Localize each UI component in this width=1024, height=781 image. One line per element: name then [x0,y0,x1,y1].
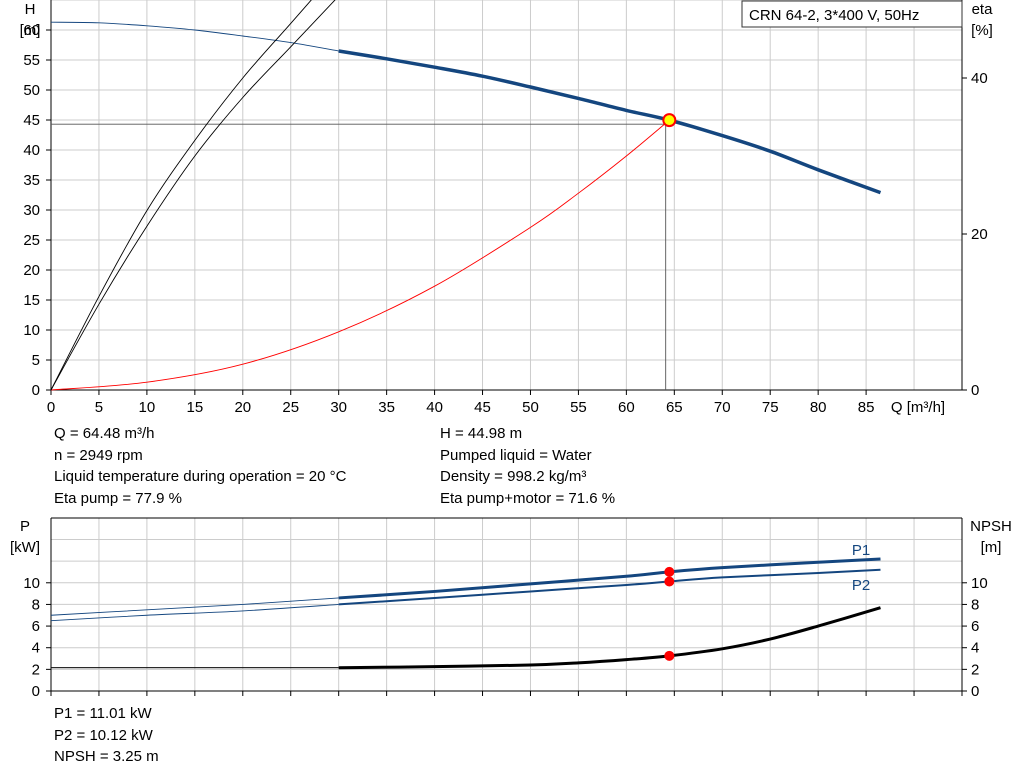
p1-curve-thin [50,597,339,616]
npsh-value: NPSH = 3.25 m [54,748,159,765]
bottom-markers [664,566,675,661]
head-tick-label: 20 [23,262,40,279]
p2-value: P2 = 10.12 kW [54,726,153,744]
p1-value: P1 = 11.01 kW [54,705,152,722]
npsh-axis-label: NPSH [970,518,1012,535]
x-tick-label: 30 [330,399,347,416]
eta-axis-unit: [%] [971,22,993,39]
head-tick-label: 30 [23,202,40,219]
head-tick-label: 10 [23,322,40,339]
eta-pump-value: Eta pump = 77.9 % [54,489,182,507]
x-tick-label: 70 [714,399,731,416]
npsh-tick-label: 8 [971,596,979,613]
npsh-tick-label: 0 [971,683,979,700]
operating-info-left: Q = 64.48 m³/h n = 2949 rpm Liquid tempe… [54,423,346,509]
flow-axis-label: Q [m³/h] [891,399,945,416]
power-axis-unit: [kW] [10,539,40,556]
speed-value: n = 2949 rpm [54,446,143,464]
npsh-curve [338,606,881,670]
head-tick-label: 60 [23,22,40,39]
head-axis-unit: [m] [20,22,41,39]
power-tick-label: 4 [32,640,40,657]
x-tick-label: 65 [666,399,683,416]
power-tick-label: 8 [32,596,40,613]
x-tick-label: 5 [95,399,103,416]
head-tick-label: 25 [23,232,40,249]
head-axis-label: H [25,1,36,18]
head-tick-label: 50 [23,82,40,99]
liquid-temperature-value: Liquid temperature during operation = 20… [54,468,347,485]
operating-point-marker [664,566,675,577]
head-tick-label: 40 [23,142,40,159]
x-tick-label: 25 [282,399,299,416]
x-tick-label: 85 [858,399,875,416]
top-tick-labels: 0 5 10 15 20 25 30 35 40 45 50 55 60 65 70 75 80 85 0 5 10 15… [23,22,988,416]
head-curve [338,49,882,195]
operating-point-marker [664,650,675,661]
x-tick-label: 60 [618,399,635,416]
p2-curve-thin [50,603,339,622]
npsh-tick-label: 4 [971,640,979,657]
head-tick-label: 5 [32,352,40,369]
eta-pump-curve-thin [50,0,312,391]
x-tick-label: 15 [186,399,203,416]
head-tick-label: 0 [32,382,40,399]
power-tick-label: 2 [32,661,40,678]
power-tick-label: 0 [32,683,40,700]
x-tick-label: 0 [47,399,55,416]
head-curve-thin [50,21,339,52]
head-tick-label: 45 [23,112,40,129]
power-tick-label: 6 [32,618,40,635]
npsh-tick-label: 10 [971,575,988,592]
head-tick-label: 55 [23,52,40,69]
x-tick-label: 75 [762,399,779,416]
head-value: H = 44.98 m [440,425,523,442]
head-tick-label: 35 [23,172,40,189]
bottom-axes [46,517,967,696]
eta-tick-label: 40 [971,70,988,87]
x-tick-label: 20 [234,399,251,416]
bottom-series [50,557,881,670]
duty-point-marker [662,113,677,128]
system-curve-thin [50,119,670,391]
eta-pump-motor-value: Eta pump+motor = 71.6 % [440,489,616,507]
x-tick-label: 80 [810,399,827,416]
chart-title: CRN 64-2, 3*400 V, 50Hz [749,7,919,24]
x-tick-label: 50 [522,399,539,416]
density-value: Density = 998.2 kg/m³ [440,468,587,485]
power-info: P1 = 11.01 kW P2 = 10.12 kW NPSH = 3.25 … [54,703,159,768]
p2-series-label: P2 [852,577,870,594]
top-series [50,0,882,391]
top-markers [662,113,677,128]
top-grid [51,0,962,390]
chart-title-box [741,0,963,28]
top-axes [46,0,967,395]
operating-info-right: H = 44.98 m Pumped liquid = Water Densit… [440,423,615,509]
p1-series-label: P1 [852,542,870,559]
npsh-tick-label: 6 [971,618,979,635]
eta-tick-label: 0 [971,382,979,399]
pumped-liquid-value: Pumped liquid = Water [440,446,592,464]
npsh-tick-label: 2 [971,661,979,678]
p1-curve [338,557,881,600]
p2-curve [338,568,881,606]
x-tick-label: 40 [426,399,443,416]
npsh-axis-unit: [m] [981,539,1002,556]
eta-tick-label: 20 [971,226,988,243]
x-tick-label: 55 [570,399,587,416]
flow-value: Q = 64.48 m³/h [54,425,155,442]
power-tick-label: 10 [23,575,40,592]
x-tick-label: 10 [139,399,156,416]
power-npsh-plot: 0 0 2 2 4 4 6 6 8 8 10 10 P [kW] NPSH [m] P1 P2 [10,517,1012,700]
eta-axis-label: eta [972,1,994,18]
head-efficiency-plot: 0 5 10 15 20 25 30 35 40 45 50 55 60 65 70 75 80 85 0 5 10 15… [20,0,994,416]
power-axis-label: P [20,518,30,535]
eta-pump-motor-curve-thin [50,0,336,391]
bottom-tick-labels: 0 0 2 2 4 4 6 6 8 8 10 10 [23,575,987,700]
x-tick-label: 35 [378,399,395,416]
operating-point-marker [664,576,675,587]
x-tick-label: 45 [474,399,491,416]
head-tick-label: 15 [23,292,40,309]
